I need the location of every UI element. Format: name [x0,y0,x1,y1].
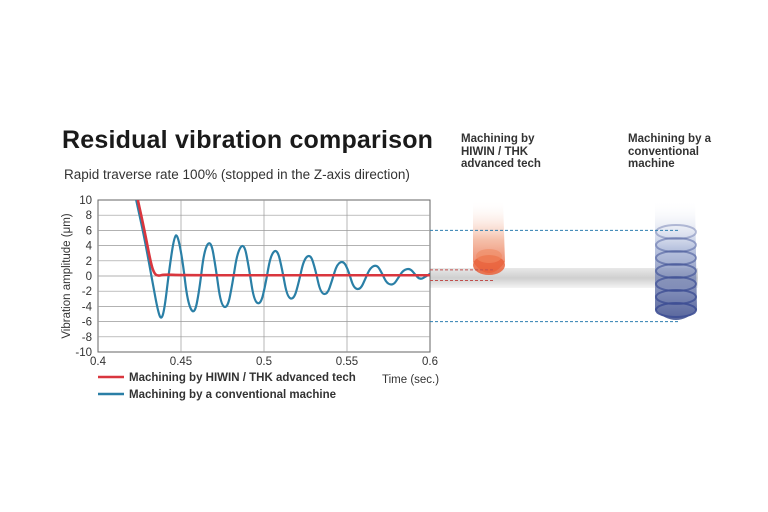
x-tick-label: 0.5 [256,356,272,368]
legend-label: Machining by HIWIN / THK advanced tech [129,372,356,384]
conventional-tool-image [655,200,697,320]
y-tick-label: 0 [86,271,92,283]
chart-subtitle: Rapid traverse rate 100% (stopped in the… [64,167,410,182]
chart-title: Residual vibration comparison [62,126,434,154]
caption-hiwin: Machining by HIWIN / THK advanced tech [461,133,541,170]
y-tick-label: -8 [82,332,92,344]
hiwin-tool-image [473,200,505,275]
y-tick-label: 8 [86,210,92,222]
x-axis-label: Time (sec.) [382,374,439,386]
y-tick-label: 6 [86,225,92,237]
series-line-conventional [135,200,430,319]
y-tick-label: -2 [82,286,92,298]
x-tick-label: 0.55 [336,356,358,368]
tool-illustration [430,200,698,320]
blue-tool-ring [655,224,697,240]
y-tick-label: 4 [86,241,93,253]
caption-conventional: Machining by a conventional machine [628,133,712,170]
y-tick-label: -6 [82,317,92,329]
x-tick-label: 0.45 [170,356,192,368]
y-tick-label: 10 [79,195,92,207]
y-tick-label: -10 [75,347,92,359]
x-tick-label: 0.6 [422,356,438,368]
blue-tool-ring [655,302,697,318]
legend-label: Machining by a conventional machine [129,389,336,401]
y-axis-label: Vibration amplitude (μm) [61,213,73,338]
y-tick-label: 2 [86,256,92,268]
y-tick-label: -4 [82,301,93,313]
x-tick-label: 0.4 [90,356,107,368]
series-line-hiwin [136,200,430,277]
